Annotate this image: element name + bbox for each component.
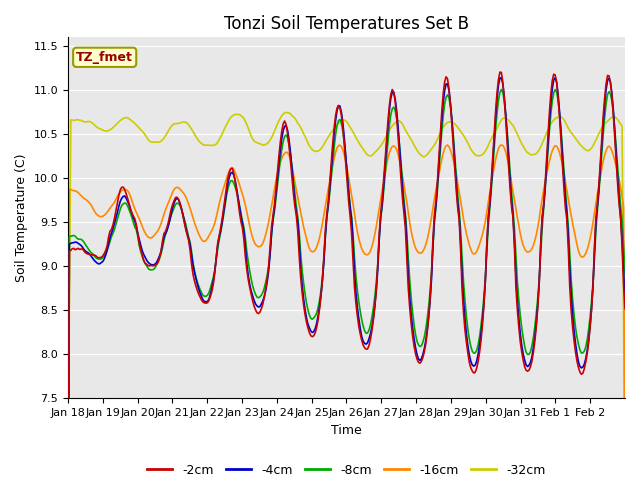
X-axis label: Time: Time: [331, 424, 362, 437]
Title: Tonzi Soil Temperatures Set B: Tonzi Soil Temperatures Set B: [224, 15, 469, 33]
Legend: -2cm, -4cm, -8cm, -16cm, -32cm: -2cm, -4cm, -8cm, -16cm, -32cm: [142, 459, 550, 480]
Y-axis label: Soil Temperature (C): Soil Temperature (C): [15, 154, 28, 282]
Text: TZ_fmet: TZ_fmet: [76, 51, 133, 64]
